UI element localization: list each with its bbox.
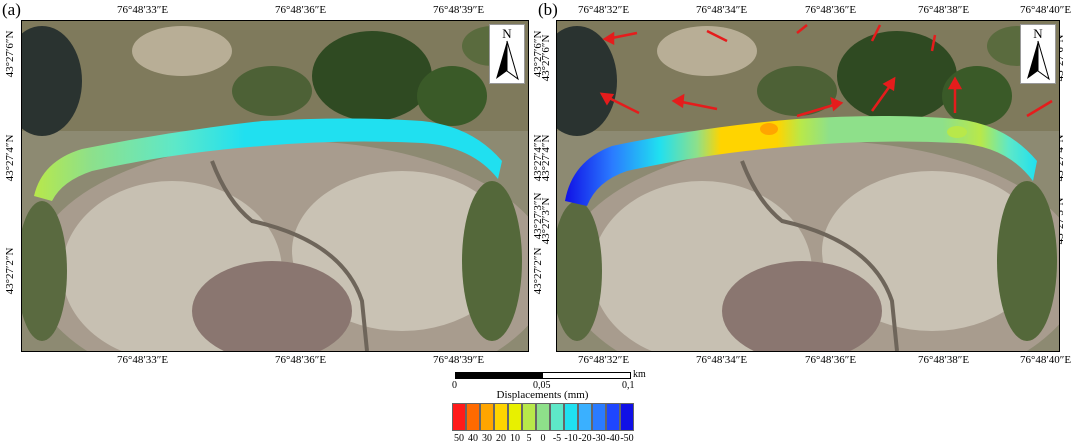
- north-arrow-a: N: [489, 24, 525, 84]
- aerial-map-b: N: [556, 20, 1060, 352]
- scale-label-max: 0,1: [622, 380, 635, 391]
- legend-swatch: [480, 403, 494, 431]
- left-lat-b-1: 43°27′6″N: [540, 34, 552, 82]
- top-lon-a-2: 76°48′36″E: [275, 4, 327, 16]
- left-lat-a-1: 43°27′6″N: [4, 30, 16, 78]
- bottom-lon-a-3: 76°48′39″E: [433, 354, 485, 366]
- north-label-a: N: [502, 26, 512, 41]
- legend-value: 40: [468, 433, 478, 444]
- legend-value: 5: [526, 433, 532, 444]
- legend-swatch: [606, 403, 620, 431]
- legend-value: 0: [540, 433, 546, 444]
- legend-swatch: [564, 403, 578, 431]
- legend-value: 30: [482, 433, 492, 444]
- legend-swatch: [578, 403, 592, 431]
- hotspot-orange: [760, 123, 778, 135]
- hotspot-yellowgreen: [947, 126, 967, 138]
- top-lon-b-4: 76°48′38″E: [918, 4, 970, 16]
- legend-value: -50: [620, 433, 634, 444]
- legend-value: -30: [592, 433, 606, 444]
- legend-swatch: [536, 403, 550, 431]
- legend-value: 50: [454, 433, 464, 444]
- legend-values: 50 40 30 20 10 5 0 -5 -10 -20 -30 -40 -50: [452, 433, 637, 447]
- scale-label-0: 0: [452, 380, 457, 391]
- scale-label-mid: 0,05: [533, 380, 551, 391]
- legend-value: -10: [564, 433, 578, 444]
- aerial-image-a: [22, 21, 528, 351]
- bottom-lon-b-5: 76°48′40″E: [1020, 354, 1072, 366]
- top-lon-b-5: 76°48′40″E: [1020, 4, 1072, 16]
- left-lat-b-2: 43°27′4″N: [540, 134, 552, 182]
- legend-value: 20: [496, 433, 506, 444]
- bottom-lon-b-1: 76°48′32″E: [578, 354, 630, 366]
- legend-value: -40: [606, 433, 620, 444]
- left-lat-b-3: 43°27′3″N: [540, 197, 552, 245]
- aerial-image-b: [557, 21, 1059, 351]
- legend-swatch: [452, 403, 466, 431]
- north-arrow-icon: [1027, 40, 1050, 81]
- legend-value: -5: [552, 433, 562, 444]
- left-lat-a-3: 43°27′2″N: [4, 247, 16, 295]
- bottom-lon-a-1: 76°48′33″E: [117, 354, 169, 366]
- bottom-lon-b-3: 76°48′36″E: [805, 354, 857, 366]
- top-lon-b-2: 76°48′34″E: [696, 4, 748, 16]
- bottom-lon-a-2: 76°48′36″E: [275, 354, 327, 366]
- scale-unit: km: [633, 369, 646, 380]
- legend-swatches: [452, 403, 637, 431]
- top-lon-a-3: 76°48′39″E: [433, 4, 485, 16]
- legend-swatch: [494, 403, 508, 431]
- left-lat-a-2: 43°27′4″N: [4, 134, 16, 182]
- legend-swatch: [620, 403, 634, 431]
- legend-swatch: [592, 403, 606, 431]
- aerial-map-a: N: [21, 20, 529, 352]
- north-arrow-icon: [496, 40, 519, 81]
- displacement-vectors: [599, 24, 1053, 118]
- scale-bar: [455, 372, 631, 379]
- north-arrow-b: N: [1020, 24, 1056, 84]
- top-lon-b-1: 76°48′32″E: [578, 4, 630, 16]
- legend-value: -20: [578, 433, 592, 444]
- legend-swatch: [466, 403, 480, 431]
- legend-swatch: [550, 403, 564, 431]
- bottom-lon-b-2: 76°48′34″E: [696, 354, 748, 366]
- legend-swatch: [508, 403, 522, 431]
- bottom-lon-b-4: 76°48′38″E: [918, 354, 970, 366]
- legend-title: Displacements (mm): [496, 389, 589, 401]
- legend-swatch: [522, 403, 536, 431]
- panel-label-a: (a): [2, 0, 21, 19]
- legend-value: 10: [510, 433, 520, 444]
- panel-label-b: (b): [538, 0, 558, 19]
- top-lon-a-1: 76°48′33″E: [117, 4, 169, 16]
- north-label-b: N: [1033, 26, 1043, 41]
- top-lon-b-3: 76°48′36″E: [805, 4, 857, 16]
